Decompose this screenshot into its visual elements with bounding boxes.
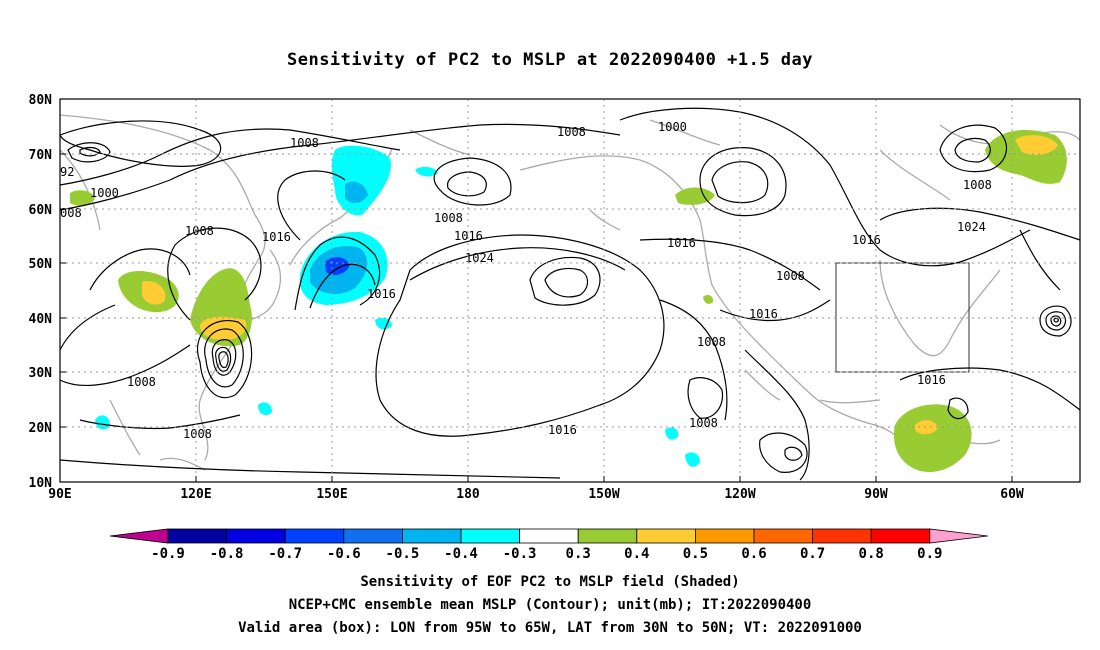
contour-label: 1016 [454,229,483,243]
contour-label: 1016 [749,307,778,321]
contour-label: 1016 [548,423,577,437]
colorbar-segment [870,528,931,544]
colorbar-segment [812,528,872,544]
contour-label: 1016 [852,233,881,247]
contour-label: 1008 [127,375,156,389]
lon-label: 120E [180,487,211,502]
negative-sensitivity-area [685,452,700,467]
contour-label: 1008 [434,211,463,225]
lon-label: 90W [864,487,888,502]
colorbar-tick-label: 0.9 [917,546,942,562]
contour-label: 1008 [290,136,319,150]
lat-lon-grid [60,99,1080,482]
colorbar-segment [695,528,755,544]
colorbar-tick-label: 0.6 [741,546,766,562]
lat-label: 50N [29,257,53,272]
contour-label: 1016 [667,236,696,250]
negative-sensitivity-core [325,257,350,276]
contour-label: 1008 [185,224,214,238]
colorbar-tick-label: 0.7 [800,546,825,562]
caption-shading: Sensitivity of EOF PC2 to MSLP field (Sh… [360,574,740,590]
lat-label: 30N [29,366,53,381]
colorbar-segment [577,528,638,544]
colorbar-segment [753,528,813,544]
contour-label: 1008 [963,178,992,192]
colorbar-tick-label: -0.3 [503,546,537,562]
colorbar-segment [636,528,696,544]
longitude-labels: 90E 120E 150E 180 150W 120W 90W 60W [48,487,1024,502]
colorbar-segment [284,528,345,544]
colorbar-tick-label: -0.5 [386,546,420,562]
colorbar-tick-label: 0.3 [566,546,591,562]
colorbar-tick-label: -0.4 [444,546,478,562]
colorbar-segment [519,528,579,544]
positive-sensitivity-area [675,187,715,205]
lon-label: 180 [456,487,480,502]
lat-label: 60N [29,203,53,218]
contour-label: 1016 [262,230,291,244]
positive-sensitivity-area [703,294,714,304]
contour-label: 1016 [917,373,946,387]
colorbar-tick-label: -0.8 [210,546,244,562]
colorbar-low-extend [109,528,169,544]
lon-label: 150E [316,487,347,502]
lon-label: 90E [48,487,71,502]
positive-sensitivity-area [893,404,972,473]
colorbar [109,528,988,544]
colorbar-tick-label: 0.8 [859,546,884,562]
colorbar-tick-label: -0.6 [327,546,361,562]
contour-label: 1008 [183,427,212,441]
map-frame [59,98,1081,483]
lon-label: 120W [724,487,755,502]
lat-label: 40N [29,312,53,327]
sensitivity-shading [70,130,1067,473]
caption-valid-area: Valid area (box): LON from 95W to 65W, L… [238,620,862,636]
positive-sensitivity-core [142,281,166,305]
contour-label: 1024 [465,251,494,265]
chart-title: Sensitivity of PC2 to MSLP at 2022090400… [286,50,813,70]
contour-labels: 1008 1000 92 1000 008 1008 1016 1008 101… [60,120,992,441]
colorbar-labels: -0.9 -0.8 -0.7 -0.6 -0.5 -0.4 -0.3 0.3 0.4 0.5 0.6… [151,546,942,562]
lat-label: 70N [29,148,53,163]
colorbar-tick-label: 0.4 [624,546,649,562]
lat-label: 80N [29,93,53,108]
negative-sensitivity-area [415,166,438,177]
contour-label: 1000 [658,120,687,134]
colorbar-tick-label: -0.7 [268,546,302,562]
negative-sensitivity-area [331,145,391,216]
contour-label: 1008 [689,416,718,430]
colorbar-segment [167,528,227,544]
negative-sensitivity-area [665,427,679,440]
negative-sensitivity-mid [345,181,368,203]
positive-sensitivity-core [1015,135,1058,156]
colorbar-tick-label: -0.9 [151,546,185,562]
contour-label: 1024 [957,220,986,234]
positive-sensitivity-area [70,190,95,206]
lon-label: 150W [588,487,619,502]
contour-label: 1000 [90,186,119,200]
colorbar-segment [460,528,520,544]
lat-label: 20N [29,421,53,436]
colorbar-tick-label: 0.5 [683,546,708,562]
contour-label: 1008 [557,125,586,139]
positive-sensitivity-core [915,420,938,435]
axis-ticks [59,98,1013,483]
caption-contour: NCEP+CMC ensemble mean MSLP (Contour); u… [288,597,812,613]
colorbar-segment [226,528,286,544]
lon-label: 60W [1000,487,1024,502]
latitude-labels: 80N 70N 60N 50N 40N 30N 20N 10N [29,93,53,491]
lat-label: 10N [29,476,53,491]
mslp-contours [59,107,1081,481]
negative-sensitivity-area [258,402,272,416]
contour-label: 1008 [776,269,805,283]
colorbar-segment [401,528,462,544]
contour-label: 92 [60,165,74,179]
contour-label: 008 [60,206,82,220]
negative-sensitivity-area [95,415,110,430]
colorbar-high-extend [929,528,988,544]
contour-label: 1008 [697,335,726,349]
colorbar-segment [343,528,403,544]
contour-label: 1016 [367,287,396,301]
